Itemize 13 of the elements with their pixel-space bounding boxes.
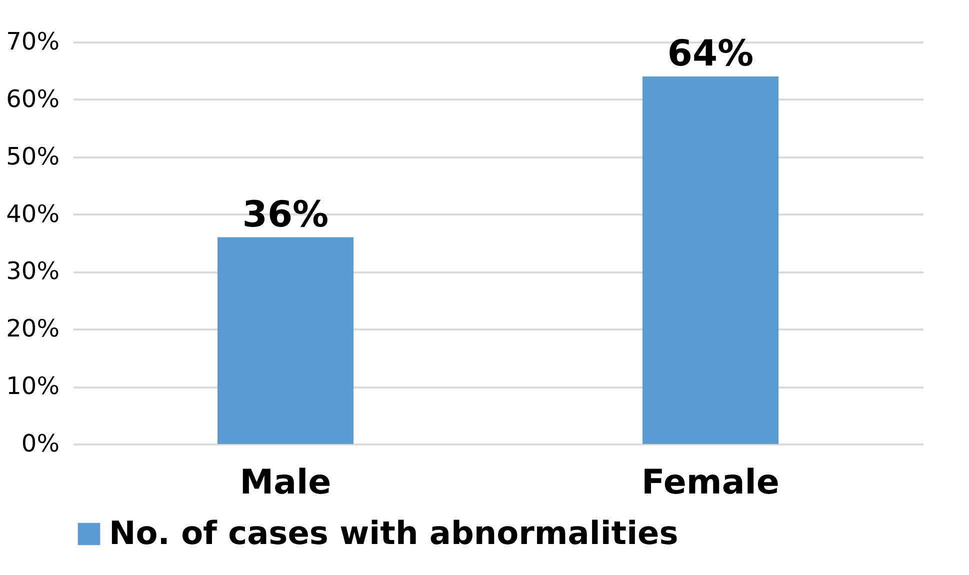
legend-label: No. of cases with abnormalities: [109, 514, 678, 552]
y-tick-label: 60%: [6, 84, 60, 113]
data-label: 64%: [667, 33, 754, 74]
y-tick-label: 70%: [6, 28, 60, 56]
data-label: 36%: [242, 194, 329, 236]
y-tick-label: 10%: [6, 372, 60, 400]
x-tick-label: Female: [642, 462, 780, 502]
y-tick-label: 30%: [6, 257, 60, 286]
x-tick-label: Male: [240, 462, 332, 502]
y-tick-label: 0%: [21, 430, 60, 458]
y-tick-label: 50%: [6, 142, 60, 170]
y-tick-label: 40%: [6, 200, 60, 228]
y-tick-label: 20%: [6, 314, 60, 343]
